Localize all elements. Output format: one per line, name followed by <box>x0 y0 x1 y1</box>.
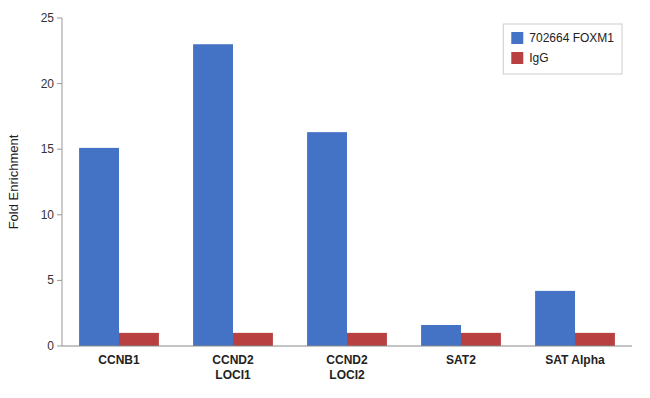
y-tick <box>57 18 62 19</box>
bar <box>233 333 273 346</box>
y-tick <box>57 149 62 150</box>
y-tick <box>57 280 62 281</box>
legend-swatch <box>511 52 523 64</box>
y-axis-line <box>62 18 63 346</box>
bar <box>193 44 233 346</box>
bar <box>79 148 119 346</box>
x-tick-label: SAT Alpha <box>545 353 605 367</box>
chart-container: 0510152025Fold EnrichmentCCNB1CCND2LOCI1… <box>0 0 650 398</box>
y-axis: 0 5 10 15 20 25 <box>41 11 62 353</box>
x-tick-label: CCNB1 <box>98 353 140 367</box>
legend-swatch <box>511 32 523 44</box>
y-tick-label: 25 <box>41 11 55 25</box>
x-axis-line <box>62 346 632 347</box>
x-tick-label-line: CCND2 <box>326 353 368 367</box>
bar <box>347 333 387 346</box>
bar <box>461 333 501 346</box>
x-tick-label-line: SAT Alpha <box>545 353 605 367</box>
legend-label: IgG <box>529 51 548 65</box>
y-tick <box>57 214 62 215</box>
bar <box>575 333 615 346</box>
chart-svg: 0510152025Fold EnrichmentCCNB1CCND2LOCI1… <box>0 0 650 398</box>
bars <box>79 44 615 346</box>
y-tick-label: 20 <box>41 77 55 91</box>
y-tick-label: 5 <box>47 273 54 287</box>
y-tick <box>57 83 62 84</box>
y-tick-label: 0 <box>47 339 54 353</box>
x-tick-label-line: CCNB1 <box>98 353 140 367</box>
x-tick-label: SAT2 <box>446 353 476 367</box>
y-tick-label: 15 <box>41 142 55 156</box>
y-tick-label: 10 <box>41 208 55 222</box>
y-tick <box>57 346 62 347</box>
x-axis: CCNB1CCND2LOCI1CCND2LOCI2SAT2SAT Alpha <box>62 346 632 382</box>
bar <box>119 333 159 346</box>
x-tick-label-line: SAT2 <box>446 353 476 367</box>
x-tick-label: CCND2LOCI2 <box>326 353 368 382</box>
x-tick-label: CCND2LOCI1 <box>212 353 254 382</box>
x-tick-label-line: LOCI1 <box>215 368 251 382</box>
bar <box>535 291 575 346</box>
x-tick-label-line: CCND2 <box>212 353 254 367</box>
bar <box>421 325 461 346</box>
x-tick-label-line: LOCI2 <box>329 368 365 382</box>
y-axis-label: Fold Enrichment <box>6 134 21 229</box>
bar <box>307 132 347 346</box>
legend: 702664 FOXM1 IgG <box>503 24 622 74</box>
legend-label: 702664 FOXM1 <box>529 31 614 45</box>
legend-frame <box>503 24 622 74</box>
